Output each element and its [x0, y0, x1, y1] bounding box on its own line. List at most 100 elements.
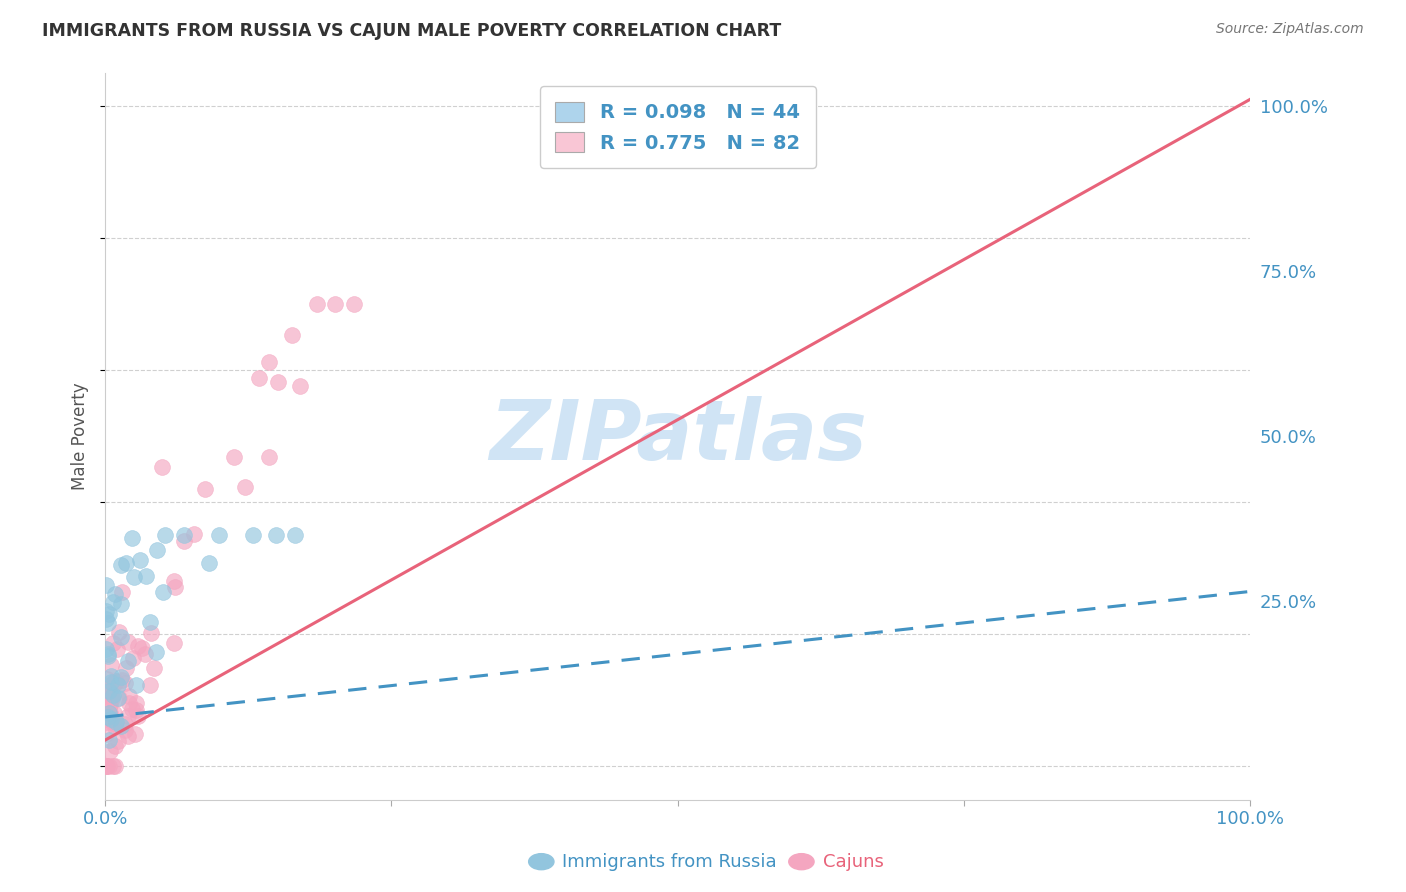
Point	[122, 650, 145, 665]
Point	[125, 696, 148, 710]
Point	[104, 716, 127, 731]
Text: Cajuns: Cajuns	[823, 853, 883, 871]
Point	[163, 636, 186, 650]
Point	[96, 706, 118, 721]
Point	[110, 670, 132, 684]
Point	[110, 558, 132, 572]
Point	[139, 678, 162, 692]
Point	[96, 604, 118, 618]
Point	[111, 585, 134, 599]
Point	[96, 759, 118, 773]
Point	[242, 528, 264, 542]
Point	[208, 528, 231, 542]
Point	[143, 661, 166, 675]
Point	[173, 534, 195, 549]
Point	[117, 635, 139, 649]
Point	[163, 574, 186, 588]
Point	[141, 626, 163, 640]
Point	[125, 678, 148, 692]
Point	[100, 678, 122, 692]
Point	[97, 684, 120, 698]
Point	[135, 568, 157, 582]
Point	[100, 669, 122, 683]
Legend: R = 0.098   N = 44, R = 0.775   N = 82: R = 0.098 N = 44, R = 0.775 N = 82	[540, 87, 815, 169]
Point	[96, 612, 118, 626]
Point	[110, 630, 132, 644]
Point	[114, 716, 136, 731]
Point	[107, 734, 129, 748]
Point	[101, 691, 124, 706]
Point	[98, 688, 121, 702]
Point	[100, 658, 122, 673]
Text: Immigrants from Russia: Immigrants from Russia	[562, 853, 778, 871]
Point	[111, 673, 134, 687]
Point	[155, 528, 177, 542]
Point	[104, 587, 127, 601]
Point	[280, 327, 302, 342]
Point	[104, 759, 127, 773]
Point	[110, 597, 132, 611]
Point	[100, 689, 122, 703]
Point	[150, 460, 173, 475]
Point	[183, 527, 205, 541]
Point	[127, 639, 149, 653]
Point	[96, 759, 118, 773]
Point	[125, 703, 148, 717]
Point	[96, 712, 118, 726]
Point	[98, 607, 121, 621]
Point	[121, 531, 143, 545]
Point	[96, 715, 118, 730]
Point	[173, 528, 195, 542]
Point	[97, 706, 120, 720]
Point	[103, 720, 125, 734]
Point	[108, 691, 131, 706]
Point	[114, 723, 136, 738]
Point	[96, 710, 118, 724]
Point	[194, 482, 217, 496]
Point	[128, 553, 150, 567]
Point	[104, 716, 127, 731]
Point	[134, 647, 156, 661]
Point	[104, 715, 127, 730]
Point	[146, 543, 169, 558]
Point	[100, 682, 122, 697]
Point	[104, 673, 127, 688]
Point	[288, 379, 311, 393]
Point	[117, 654, 139, 668]
Point	[98, 706, 121, 720]
Point	[103, 688, 125, 702]
Point	[197, 556, 219, 570]
Point	[124, 727, 146, 741]
Point	[115, 556, 138, 570]
Point	[105, 642, 128, 657]
Point	[284, 528, 307, 542]
Point	[98, 759, 121, 773]
Point	[264, 528, 287, 542]
Point	[152, 584, 174, 599]
Point	[124, 570, 146, 584]
Point	[118, 696, 141, 710]
Point	[163, 580, 186, 594]
Point	[100, 712, 122, 726]
Y-axis label: Male Poverty: Male Poverty	[72, 383, 89, 490]
Point	[104, 673, 127, 688]
Point	[257, 450, 280, 465]
Point	[96, 578, 118, 592]
Point	[98, 699, 121, 714]
Point	[97, 648, 120, 662]
Point	[108, 624, 131, 639]
Point	[97, 712, 120, 726]
Point	[235, 480, 257, 494]
Point	[103, 706, 125, 720]
Point	[107, 690, 129, 705]
Point	[98, 698, 121, 713]
Point	[343, 297, 366, 311]
Point	[121, 701, 143, 715]
Point	[117, 709, 139, 723]
Point	[101, 714, 124, 729]
Point	[110, 719, 132, 733]
Point	[104, 675, 127, 690]
Point	[145, 645, 167, 659]
Point	[139, 615, 162, 629]
Text: Source: ZipAtlas.com: Source: ZipAtlas.com	[1216, 22, 1364, 37]
